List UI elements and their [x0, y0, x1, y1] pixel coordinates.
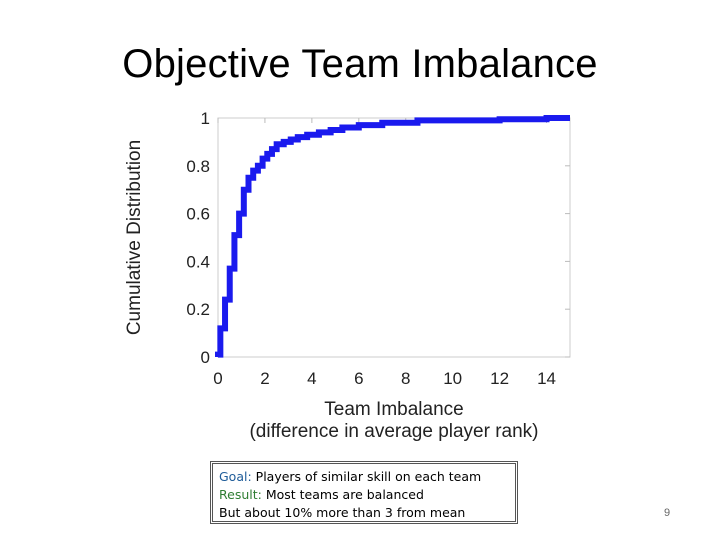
x-axis-ticks: 0 2 4 6 8 10 12 14: [213, 118, 556, 388]
result-line: Result: Most teams are balanced: [219, 486, 509, 504]
slide-title: Objective Team Imbalance: [122, 42, 598, 86]
y-tick-label: 0.8: [186, 157, 210, 176]
series-line-cdf: [215, 115, 570, 358]
x-tick-label: 6: [354, 369, 363, 388]
y-tick-label: 0.4: [186, 252, 210, 271]
y-tick-label: 0: [201, 348, 210, 367]
x-tick-label: 14: [537, 369, 556, 388]
y-tick-label: 0.2: [186, 300, 210, 319]
x-tick-label: 4: [307, 369, 316, 388]
x-tick-label: 0: [213, 369, 222, 388]
note-box: Goal: Players of similar skill on each t…: [210, 461, 518, 524]
x-axis-label: Team Imbalance: [324, 399, 463, 420]
x-tick-label: 2: [260, 369, 269, 388]
goal-line: Goal: Players of similar skill on each t…: [219, 468, 509, 486]
cdf-chart: 0 0.2 0.4 0.6 0.8 1 0 2 4 6 8 10 12 14 Team Imbalanc…: [118, 100, 578, 445]
goal-text: Players of similar skill on each team: [251, 469, 482, 484]
goal-label: Goal:: [219, 469, 252, 484]
page-number: 9: [664, 507, 671, 519]
result-label: Result:: [219, 487, 262, 502]
y-axis-label: Cumulative Distribution: [124, 140, 145, 335]
x-tick-label: 12: [490, 369, 509, 388]
x-tick-label: 8: [401, 369, 410, 388]
x-tick-label: 10: [443, 369, 462, 388]
plot-frame: [217, 117, 571, 358]
x-axis-sublabel: (difference in average player rank): [249, 421, 538, 442]
cdf-chart-svg: 0 0.2 0.4 0.6 0.8 1 0 2 4 6 8 10 12 14 Team Imbalanc…: [124, 109, 571, 442]
result-text: Most teams are balanced: [261, 487, 424, 502]
y-tick-label: 1: [201, 109, 210, 128]
y-axis-ticks: 0 0.2 0.4 0.6 0.8 1: [186, 109, 570, 367]
y-tick-label: 0.6: [186, 205, 210, 224]
extra-line: But about 10% more than 3 from mean: [219, 505, 466, 520]
